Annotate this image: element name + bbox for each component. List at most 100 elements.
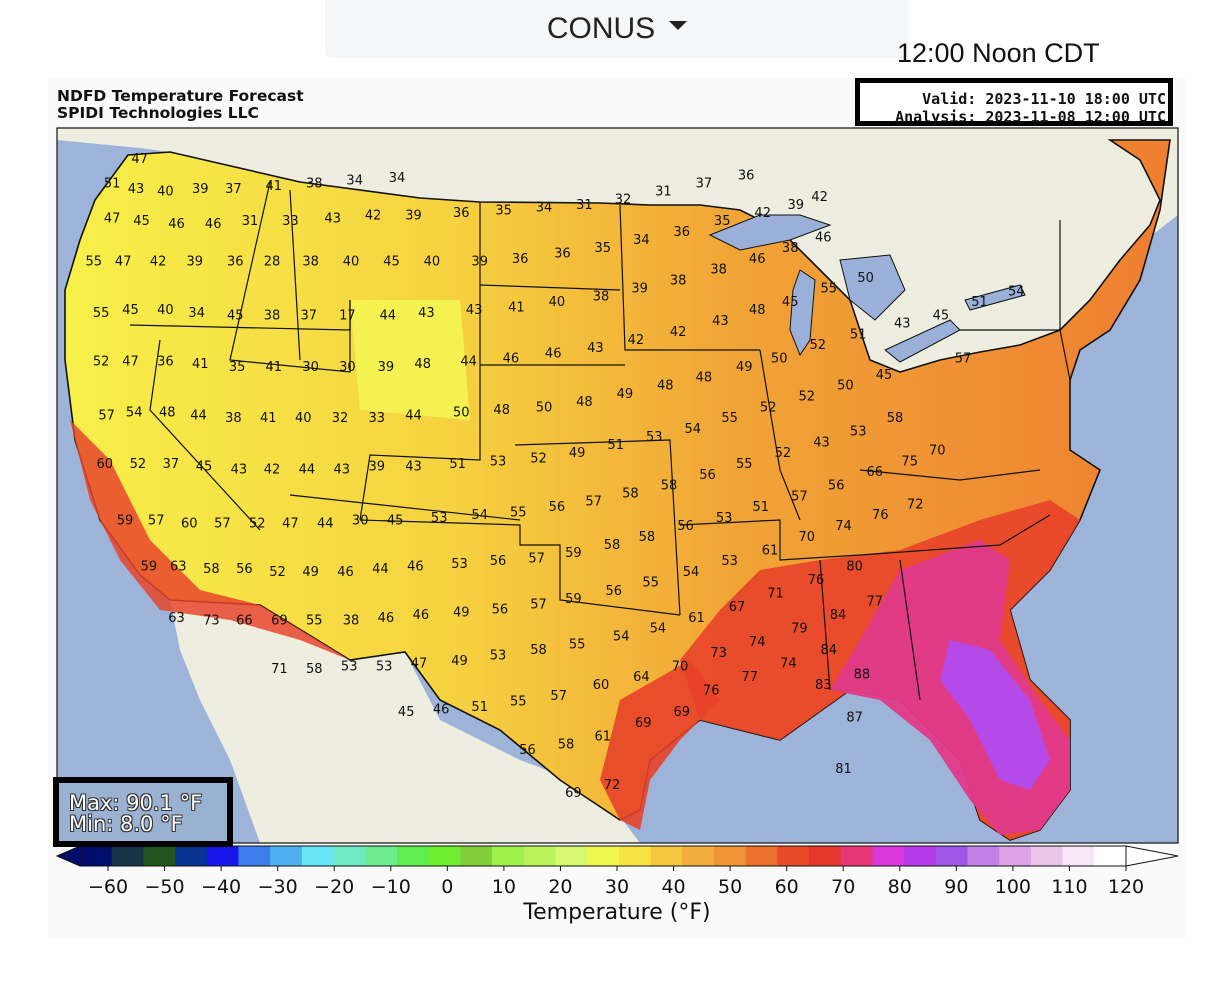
temperature-label: 44 (317, 516, 334, 531)
state-borders (129, 181, 1071, 701)
temperature-label: 52 (269, 565, 286, 580)
temperature-label: 55 (642, 576, 659, 591)
temperature-label: 59 (565, 592, 582, 607)
temperature-label: 60 (593, 678, 610, 693)
temperature-label: 69 (674, 705, 691, 720)
temperature-label: 42 (150, 255, 167, 270)
temperature-label: 54 (126, 406, 143, 421)
temperature-label: 41 (508, 301, 525, 316)
temperature-label: 48 (414, 357, 431, 372)
sw-warm (70, 420, 350, 660)
region-dropdown[interactable]: CONUS (325, 0, 909, 58)
temperature-label: 37 (225, 182, 242, 197)
colorbar-segment (80, 846, 113, 866)
temperature-label: 66 (867, 465, 884, 480)
max-temp: Max: 90.1 °F (69, 791, 203, 815)
temperature-label: 42 (264, 462, 281, 477)
colorbar-segment (777, 846, 810, 866)
temperature-label: 46 (378, 611, 395, 626)
temperature-label: 57 (214, 516, 231, 531)
max-min-box: Max: 90.1 °F Min: 8.0 °F (53, 777, 233, 847)
temperature-label: 55 (721, 411, 738, 426)
colorbar-segment (809, 846, 842, 866)
temperature-label: 87 (846, 711, 863, 726)
temperature-label: 48 (657, 379, 674, 394)
temperature-label: 56 (549, 500, 566, 515)
map-title-line1: NDFD Temperature Forecast (57, 87, 304, 105)
colorbar-segment (872, 846, 905, 866)
temperature-label: 49 (617, 387, 634, 402)
temperature-label: 40 (343, 255, 360, 270)
temperature-label: 51 (471, 700, 488, 715)
temperature-label: 45 (383, 255, 400, 270)
temperature-label: 50 (453, 406, 470, 421)
colorbar-tick-label: 40 (661, 876, 685, 898)
temperature-label: 70 (672, 659, 689, 674)
temperature-label: 36 (554, 247, 571, 262)
temperature-label: 36 (512, 252, 529, 267)
temperature-label: 50 (837, 379, 854, 394)
temperature-label: 38 (306, 176, 323, 191)
colorbar-tick-label: 10 (492, 876, 516, 898)
colorbar-tick-label: 50 (718, 876, 742, 898)
temperature-label: 39 (369, 460, 386, 475)
temperature-label: 51 (971, 295, 988, 310)
temperature-label: 30 (352, 514, 369, 529)
temperature-label: 59 (117, 514, 134, 529)
colorbar-segment (967, 846, 1000, 866)
temperature-label: 55 (510, 506, 527, 521)
temperature-label: 56 (606, 584, 623, 599)
temperature-label: 38 (343, 614, 360, 629)
temperature-label: 42 (628, 333, 645, 348)
temperature-label: 45 (122, 303, 139, 318)
temperature-label: 80 (846, 560, 863, 575)
temperature-label: 42 (811, 190, 828, 205)
temperature-label: 76 (808, 573, 825, 588)
colorbar-segment (333, 846, 366, 866)
temperature-label: 52 (93, 354, 110, 369)
temperature-label: 52 (810, 338, 827, 353)
temperature-label: 42 (365, 209, 382, 224)
temperature-label: 53 (716, 511, 733, 526)
temperature-label: 53 (490, 649, 507, 664)
temperature-label: 43 (894, 317, 911, 332)
colorbar-segment (365, 846, 398, 866)
colorbar-tick-label: −40 (201, 876, 241, 898)
temperature-label: 40 (157, 185, 174, 200)
temperature-label: 48 (576, 395, 593, 410)
temperature-label: 57 (791, 489, 808, 504)
temperature-label: 48 (696, 371, 713, 386)
temperature-label: 37 (163, 457, 180, 472)
temperature-label: 38 (225, 411, 242, 426)
temperature-label: 74 (749, 635, 766, 650)
temperature-label: 28 (264, 255, 281, 270)
temperature-label: 40 (295, 411, 312, 426)
temperature-label: 53 (376, 659, 393, 674)
colorbar-segment (840, 846, 873, 866)
colorbar-segment (396, 846, 430, 866)
temperature-label: 39 (192, 182, 209, 197)
colorbar-segment (935, 846, 969, 866)
mexico-land (170, 600, 640, 843)
temperature-label: 63 (170, 560, 187, 575)
colorbar-segment (206, 846, 239, 866)
lake-michigan (789, 269, 816, 357)
temperature-label: 44 (299, 462, 316, 477)
colorbar-segment (460, 846, 493, 866)
temperature-label: 46 (413, 608, 430, 623)
colorbar-segment (587, 846, 620, 866)
temperature-label: 58 (622, 487, 639, 502)
region-dropdown-label: CONUS (546, 12, 656, 45)
temperature-label: 41 (266, 360, 283, 375)
temperature-label: 46 (168, 217, 185, 232)
colorbar-tick-label: 110 (1051, 876, 1087, 898)
temperature-label: 57 (528, 551, 545, 566)
temperature-label: 40 (549, 295, 566, 310)
colorbar-tick-label: 70 (831, 876, 855, 898)
temperature-label: 49 (453, 605, 470, 620)
temperature-label: 52 (130, 457, 147, 472)
temperature-label: 73 (710, 646, 727, 661)
texas-coast-warm (600, 660, 720, 830)
temperature-label: 38 (593, 290, 610, 305)
temperature-label: 49 (451, 654, 468, 669)
